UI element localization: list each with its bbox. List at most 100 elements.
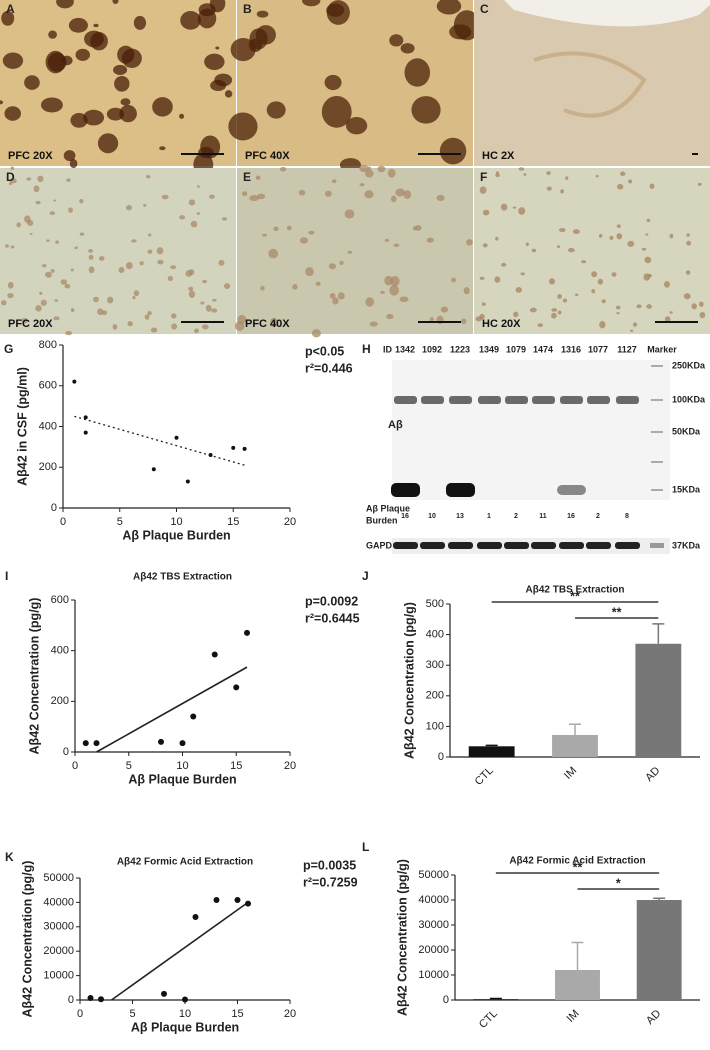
stain xyxy=(204,53,225,70)
x-axis-label: Aβ Plaque Burden xyxy=(131,1020,239,1034)
band-100kda xyxy=(394,396,417,404)
x-tick-label: 15 xyxy=(231,1008,243,1020)
stain xyxy=(386,313,394,320)
stain xyxy=(255,175,261,180)
burden-value: 11 xyxy=(539,513,547,520)
stain xyxy=(211,308,218,313)
micrograph xyxy=(237,0,473,166)
y-tick-label: 400 xyxy=(39,420,57,432)
stain xyxy=(223,283,231,290)
fit-line xyxy=(74,415,245,466)
band-100kda xyxy=(587,396,610,404)
error-bar xyxy=(485,744,498,747)
stain xyxy=(399,296,409,302)
data-point xyxy=(244,629,250,636)
y-tick-label: 30000 xyxy=(418,919,449,931)
stain xyxy=(7,292,14,299)
stain xyxy=(494,276,501,283)
bar xyxy=(552,734,598,757)
stain xyxy=(4,106,21,121)
stain xyxy=(147,249,153,254)
stain xyxy=(144,314,150,320)
stain xyxy=(74,246,79,250)
stain xyxy=(197,8,217,29)
stain xyxy=(321,95,352,128)
stain xyxy=(591,271,598,278)
stain xyxy=(75,48,91,61)
stain xyxy=(132,295,136,300)
gapdh-band xyxy=(477,542,502,549)
marker-label: 15KDa xyxy=(672,484,701,494)
stain xyxy=(364,190,374,199)
stain xyxy=(131,239,137,243)
stain xyxy=(266,101,286,119)
x-tick-label: CTL xyxy=(477,1008,500,1031)
stain xyxy=(39,291,43,296)
stain xyxy=(150,327,158,333)
stain xyxy=(518,167,525,171)
stain xyxy=(556,245,561,249)
y-tick-label: 300 xyxy=(426,659,444,671)
stain xyxy=(98,256,105,261)
stat-label: r²=0.7259 xyxy=(303,875,358,889)
lane-label: 1079 xyxy=(506,344,526,354)
y-axis-label: Aβ42 Concentration (pg/g) xyxy=(20,861,34,1018)
x-tick-label: 5 xyxy=(126,760,132,772)
stain xyxy=(133,15,147,30)
stain xyxy=(567,248,575,253)
stain xyxy=(84,30,104,48)
panel-letter: B xyxy=(243,2,252,16)
x-tick-label: 0 xyxy=(77,1008,83,1020)
stain xyxy=(56,0,74,9)
stain xyxy=(339,260,344,266)
stain xyxy=(70,268,74,272)
y-tick-label: 600 xyxy=(51,594,69,606)
stain xyxy=(644,256,652,264)
stain xyxy=(201,324,209,330)
data-point xyxy=(233,684,240,691)
stain xyxy=(209,194,215,199)
x-tick-label: 5 xyxy=(117,516,123,528)
data-point xyxy=(87,995,94,1002)
stain xyxy=(48,30,57,39)
stain xyxy=(411,96,441,124)
stain xyxy=(562,298,568,303)
x-tick-label: 0 xyxy=(72,760,78,772)
stain xyxy=(179,215,186,220)
burden-value: 13 xyxy=(456,513,464,520)
stain xyxy=(209,0,226,13)
stain xyxy=(10,166,15,171)
data-point xyxy=(245,900,251,907)
stain xyxy=(647,273,653,278)
gapdh-band xyxy=(559,542,584,549)
y-tick-label: 20000 xyxy=(43,945,74,957)
stain xyxy=(88,254,94,260)
burden-value: 10 xyxy=(428,513,436,520)
burden-value: 2 xyxy=(596,513,600,520)
data-point xyxy=(98,996,104,1003)
stain xyxy=(359,164,369,173)
stain xyxy=(257,193,266,200)
loading-label: GAPDH xyxy=(366,540,399,550)
stain xyxy=(393,243,400,248)
panel-letter: F xyxy=(480,170,487,184)
stain xyxy=(609,235,614,240)
data-point xyxy=(179,740,186,747)
data-point xyxy=(158,738,164,745)
bar xyxy=(636,900,682,1000)
y-tick-label: 30000 xyxy=(43,921,74,933)
data-point xyxy=(213,896,220,903)
stain xyxy=(127,321,133,327)
x-tick-label: 10 xyxy=(170,516,182,528)
stain xyxy=(387,168,396,178)
stain xyxy=(113,64,128,76)
stain xyxy=(171,313,177,319)
stain xyxy=(597,278,604,285)
chart-title: Aβ42 Formic Acid Extraction xyxy=(509,856,645,867)
stain xyxy=(218,259,225,266)
error-bar xyxy=(569,723,581,735)
stain xyxy=(551,312,557,319)
significance-label: ** xyxy=(612,605,622,619)
stain xyxy=(65,331,73,336)
